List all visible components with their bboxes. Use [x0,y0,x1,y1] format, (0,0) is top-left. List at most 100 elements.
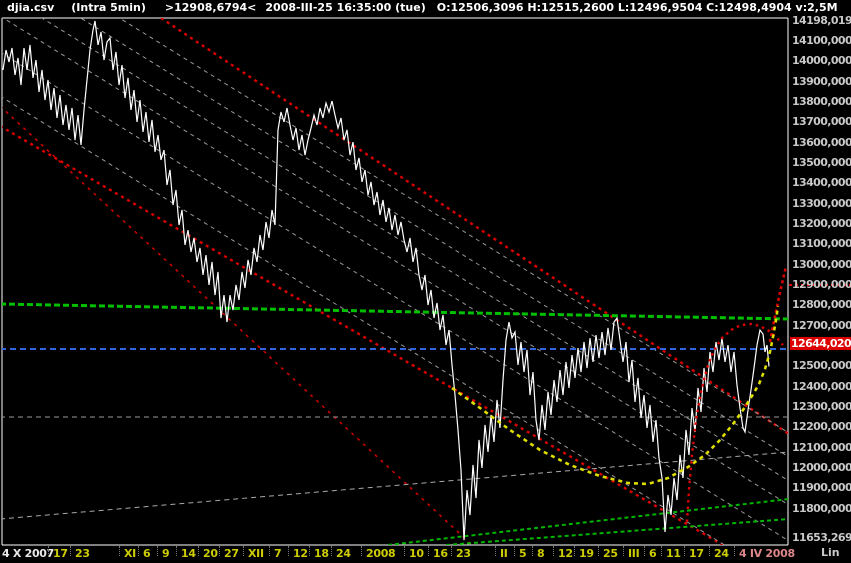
x-axis-tick [361,546,362,556]
x-axis-label: 8 [537,547,545,560]
x-axis-label: 4 X 2007 [2,547,55,560]
x-axis-tick [48,546,49,556]
y-axis-label: 13900,0000 [792,75,851,88]
djia-close [2,20,770,541]
interval-label: (Intra 5min) [71,1,146,14]
x-axis-tick [176,546,177,556]
x-axis-label: 10 [409,547,424,560]
title-bar: djia.csv (Intra 5min) >12908,6794< 2008-… [0,0,851,15]
y-axis-label: 13700,0000 [792,115,851,128]
y-axis-label: 12000,0000 [792,461,851,474]
x-axis-label: 24 [714,547,729,560]
x-axis-label: 12 [293,547,308,560]
y-axis-label: 12500,0000 [792,359,851,372]
green-resistance-line [2,302,788,321]
x-axis-tick [309,546,310,556]
y-axis-label: 13800,0000 [792,95,851,108]
x-axis-tick [598,546,599,556]
x-axis-tick [734,546,735,556]
scale-mode-label: Lin [821,546,840,559]
green-rising-support-1 [387,498,788,545]
x-axis-label: 17 [53,547,68,560]
x-axis-tick [709,546,710,556]
red-parabolic-breakout-curve [768,265,788,343]
x-axis-tick [404,546,405,556]
x-axis-label: 14 [181,547,196,560]
gray-fan-line-1 [118,18,788,433]
x-axis-label: 11 [666,547,681,560]
y-axis-label: 11800,0000 [792,502,851,515]
cursor-price-readout: >12908,6794< [164,1,257,14]
y-axis-label: 14100,0000 [792,34,851,47]
y-axis-label: 14000,0000 [792,54,851,67]
x-axis-tick [243,546,244,556]
gray-fan-line-4 [2,18,788,505]
y-axis-label: 13200,0000 [792,217,851,230]
y-axis-label: 12200,0000 [792,420,851,433]
x-axis-label: 23 [75,547,90,560]
x-axis-label: 16 [433,547,448,560]
x-axis-label: 6 [143,547,151,560]
x-axis-label: XII [248,547,264,560]
x-axis-label: 19 [579,547,594,560]
x-axis-label: 25 [603,547,618,560]
x-axis-label: 20 [203,547,218,560]
x-axis-tick [644,546,645,556]
ohlcv-readout: O:12506,3096 H:12515,2600 L:12496,9504 C… [436,1,838,14]
gray-fan-line-6 [2,96,726,545]
y-axis-label: 12800,0000 [792,298,851,311]
x-axis-tick [157,546,158,556]
x-axis-tick [428,546,429,556]
last-price-badge: 12644,0200 [790,337,851,350]
x-axis-label: 9 [162,547,170,560]
x-axis-label: 5 [519,547,527,560]
x-axis-tick [119,546,120,556]
mid-red-channel-line [2,125,724,545]
y-axis-label: 12300,0000 [792,400,851,413]
file-name: djia.csv [7,1,55,14]
bar-datetime-readout: 2008-III-25 16:35:00 (tue) [265,1,426,14]
x-axis-tick [623,546,624,556]
gray-fan-line-2 [79,18,788,457]
x-axis-tick [495,546,496,556]
x-axis-label: 6 [649,547,657,560]
y-axis-label: 12400,0000 [792,380,851,393]
x-axis-tick [70,546,71,556]
x-axis-tick [138,546,139,556]
x-axis-tick [198,546,199,556]
y-axis-label: 14198,0192 [792,14,851,27]
x-axis-label: III [628,547,640,560]
x-axis-label: 2008 [366,547,396,560]
gray-fan-line-5 [2,52,788,541]
x-axis-label: 17 [689,547,704,560]
x-axis-tick [532,546,533,556]
y-axis-label: 13600,0000 [792,136,851,149]
x-axis-label: 7 [274,547,282,560]
y-axis-label: 12100,0000 [792,441,851,454]
gray-rising-support-line [2,451,788,520]
x-axis-tick [514,546,515,556]
x-axis-tick [574,546,575,556]
y-axis-label: 13000,0000 [792,258,851,271]
y-axis-label: 11900,0000 [792,481,851,494]
x-axis-label: II [500,547,508,560]
upper-red-channel-line [160,18,788,435]
green-rising-support-2 [445,518,788,545]
y-axis-label: 12700,0000 [792,319,851,332]
y-axis-label: 13500,0000 [792,156,851,169]
x-axis-tick [269,546,270,556]
x-axis-tick [684,546,685,556]
x-axis-label: 23 [456,547,471,560]
red-cycle-dome-curve [685,322,784,523]
y-axis-label: 12900,0000 [792,278,851,291]
x-axis-tick [219,546,220,556]
x-axis-tick [288,546,289,556]
y-axis-label: 11653,2696 [792,531,851,544]
x-axis-label: 12 [558,547,573,560]
y-axis-label: 13400,0000 [792,176,851,189]
x-axis-label: 24 [336,547,351,560]
y-axis-label: 13100,0000 [792,237,851,250]
x-axis-tick [331,546,332,556]
